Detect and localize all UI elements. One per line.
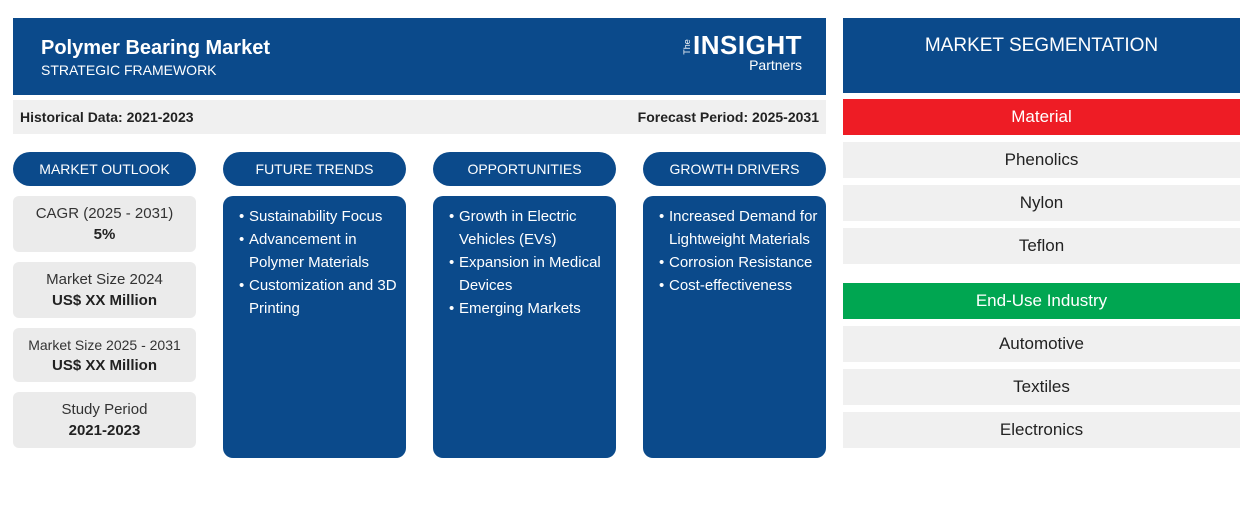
outlook-box: Market Size 2024 US$ XX Million — [13, 262, 196, 318]
outlook-box: CAGR (2025 - 2031) 5% — [13, 196, 196, 252]
historical: Historical Data: 2021-2023 — [20, 109, 194, 125]
segment-item: Phenolics — [843, 142, 1240, 178]
outlook-value: 2021-2023 — [68, 422, 141, 439]
outlook-value: US$ XX Million — [51, 356, 157, 374]
bullet-list: Sustainability FocusAdvancement in Polym… — [239, 205, 398, 320]
outlook-label: CAGR (2025 - 2031) — [35, 205, 174, 222]
segment-item: Automotive — [843, 326, 1240, 362]
outlook-box: Market Size 2025 - 2031 US$ XX Million — [13, 328, 196, 382]
bullet-item: Customization and 3D Printing — [239, 274, 398, 320]
column-body: Growth in Electric Vehicles (EVs)Expansi… — [433, 196, 616, 458]
segment-group: Material — [843, 99, 1240, 135]
outlook-title: MARKET OUTLOOK — [13, 152, 196, 186]
segment-item: Textiles — [843, 369, 1240, 405]
bullet-item: Growth in Electric Vehicles (EVs) — [449, 205, 608, 251]
column-title: OPPORTUNITIES — [433, 152, 616, 186]
outlook-label: Study Period — [61, 401, 148, 418]
outlook-box: Study Period 2021-2023 — [13, 392, 196, 448]
segment-group: End-Use Industry — [843, 283, 1240, 319]
period-bar: Historical Data: 2021-2023 Forecast Peri… — [13, 100, 826, 134]
column-body: Sustainability FocusAdvancement in Polym… — [223, 196, 406, 458]
column-title: GROWTH DRIVERS — [643, 152, 826, 186]
outlook-label: Market Size 2024 — [46, 271, 163, 288]
bullet-item: Cost-effectiveness — [659, 274, 818, 297]
forecast: Forecast Period: 2025-2031 — [637, 109, 819, 125]
title: Polymer Bearing Market — [41, 37, 270, 59]
header: Polymer Bearing Market STRATEGIC FRAMEWO… — [13, 18, 826, 95]
bullet-item: Corrosion Resistance — [659, 251, 818, 274]
bullet-list: Growth in Electric Vehicles (EVs)Expansi… — [449, 205, 608, 320]
segment-item: Nylon — [843, 185, 1240, 221]
segment-item: Teflon — [843, 228, 1240, 264]
segmentation-title: MARKET SEGMENTATION — [843, 18, 1240, 93]
column-title: FUTURE TRENDS — [223, 152, 406, 186]
logo-main: INSIGHT — [693, 30, 802, 60]
bullet-list: Increased Demand for Lightweight Materia… — [659, 205, 818, 297]
column-body: Increased Demand for Lightweight Materia… — [643, 196, 826, 458]
segment-item: Electronics — [843, 412, 1240, 448]
subtitle: STRATEGIC FRAMEWORK — [41, 62, 217, 78]
outlook-value: US$ XX Million — [51, 292, 157, 309]
outlook-label: Market Size 2025 - 2031 — [28, 336, 181, 353]
bullet-item: Emerging Markets — [449, 297, 608, 320]
logo-small: The — [681, 39, 692, 55]
bullet-item: Increased Demand for Lightweight Materia… — [659, 205, 818, 251]
outlook-value: 5% — [93, 226, 116, 243]
logo-sub: Partners — [749, 57, 802, 73]
bullet-item: Expansion in Medical Devices — [449, 251, 608, 297]
logo: The INSIGHT Partners — [682, 30, 802, 73]
bullet-item: Advancement in Polymer Materials — [239, 228, 398, 274]
bullet-item: Sustainability Focus — [239, 205, 398, 228]
